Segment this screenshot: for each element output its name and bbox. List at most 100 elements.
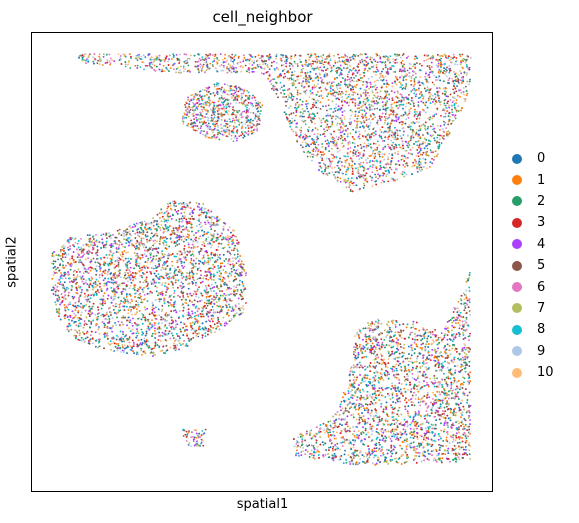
cell-point-cluster-10 (359, 73, 361, 76)
cell-point-cluster-8 (366, 100, 369, 102)
cell-point-cluster-6 (220, 63, 223, 66)
cell-point-cluster-0 (440, 142, 443, 144)
cell-point-cluster-2 (230, 56, 233, 59)
cell-point-cluster-5 (382, 55, 385, 58)
cell-point-cluster-8 (218, 97, 221, 100)
cell-point-cluster-7 (346, 97, 348, 100)
cell-point-cluster-1 (422, 108, 424, 111)
cell-point-cluster-2 (459, 53, 461, 56)
cell-point-cluster-1 (256, 115, 259, 118)
cell-point-cluster-1 (259, 101, 261, 104)
cell-point-cluster-3 (247, 127, 250, 130)
cell-point-cluster-6 (321, 78, 324, 81)
cell-point-cluster-3 (439, 134, 441, 137)
cell-point-cluster-5 (446, 102, 449, 104)
cell-point-cluster-7 (212, 131, 215, 134)
cell-point-cluster-4 (242, 60, 245, 63)
cell-point-cluster-2 (439, 101, 441, 104)
cell-point-cluster-8 (182, 65, 185, 68)
cell-point-cluster-0 (443, 124, 446, 126)
cell-point-cluster-3 (369, 58, 372, 61)
cell-point-cluster-10 (293, 55, 296, 58)
cell-point-cluster-9 (410, 122, 413, 124)
cell-point-cluster-9 (92, 56, 95, 58)
cell-point-cluster-7 (351, 110, 354, 113)
cell-point-cluster-7 (302, 77, 305, 79)
cell-point-cluster-8 (392, 141, 395, 144)
cell-point-cluster-8 (373, 131, 376, 134)
cell-point-cluster-9 (324, 173, 327, 175)
cell-point-cluster-5 (214, 123, 217, 126)
cell-point-cluster-6 (247, 115, 250, 118)
cell-point-cluster-5 (316, 112, 319, 115)
cell-point-cluster-9 (374, 84, 377, 87)
cell-point-cluster-5 (313, 141, 316, 143)
cell-point-cluster-4 (295, 111, 298, 114)
cell-point-cluster-5 (290, 112, 293, 115)
cell-point-cluster-4 (235, 66, 237, 69)
cell-point-cluster-5 (296, 91, 299, 94)
cell-point-cluster-6 (260, 56, 263, 59)
cell-point-cluster-9 (341, 172, 343, 174)
cell-point-cluster-4 (238, 87, 241, 89)
cell-point-cluster-3 (340, 81, 342, 83)
cell-point-cluster-1 (370, 115, 372, 118)
cell-point-cluster-4 (284, 75, 287, 78)
cell-point-cluster-5 (228, 69, 231, 72)
cell-point-cluster-1 (257, 106, 259, 109)
cell-point-cluster-2 (420, 94, 423, 97)
cell-point-cluster-1 (351, 164, 354, 167)
cell-point-cluster-4 (437, 62, 440, 65)
cell-point-cluster-6 (119, 55, 122, 57)
cell-point-cluster-8 (81, 58, 84, 61)
cell-point-cluster-9 (324, 72, 327, 75)
cell-point-cluster-5 (184, 106, 187, 109)
cell-point-cluster-2 (212, 92, 215, 94)
cell-point-cluster-10 (396, 76, 399, 79)
cell-point-cluster-5 (388, 127, 391, 129)
cell-point-cluster-7 (310, 92, 313, 95)
cell-point-cluster-5 (306, 155, 309, 158)
cell-point-cluster-3 (395, 101, 398, 104)
cell-point-cluster-7 (367, 133, 370, 135)
cell-point-cluster-4 (431, 101, 434, 103)
cell-point-cluster-10 (152, 61, 155, 63)
cell-point-cluster-5 (424, 161, 427, 164)
cell-point-cluster-10 (348, 61, 351, 63)
cell-point-cluster-9 (275, 61, 278, 64)
cell-point-cluster-5 (447, 95, 449, 98)
cell-point-cluster-6 (193, 114, 196, 117)
cell-point-cluster-10 (321, 56, 324, 59)
cell-point-cluster-0 (252, 94, 254, 97)
cell-point-cluster-8 (366, 134, 369, 137)
cell-point-cluster-0 (255, 102, 258, 104)
cell-point-cluster-9 (418, 121, 421, 124)
cell-point-cluster-1 (413, 83, 416, 86)
cell-point-cluster-9 (419, 169, 422, 172)
cell-point-cluster-4 (227, 103, 229, 106)
cell-point-cluster-5 (232, 67, 235, 70)
cell-point-cluster-6 (196, 61, 199, 63)
cell-point-cluster-1 (395, 138, 398, 141)
cell-point-cluster-9 (404, 149, 407, 152)
cell-point-cluster-0 (381, 70, 383, 73)
cell-point-cluster-7 (289, 105, 292, 108)
cell-point-cluster-4 (369, 81, 372, 84)
cell-point-cluster-1 (326, 83, 329, 85)
cell-point-cluster-9 (279, 88, 282, 90)
cell-point-cluster-8 (300, 68, 303, 71)
scatter-plot (50, 53, 472, 466)
cell-point-cluster-9 (351, 93, 353, 96)
cell-point-cluster-2 (332, 111, 335, 114)
cell-point-cluster-6 (359, 153, 361, 155)
cell-point-cluster-1 (188, 69, 190, 72)
cell-point-cluster-2 (285, 56, 287, 59)
cell-point-cluster-1 (208, 101, 211, 104)
cell-point-cluster-0 (429, 161, 432, 164)
cell-point-cluster-5 (457, 78, 460, 81)
cell-point-cluster-3 (391, 99, 394, 102)
cell-point-cluster-2 (381, 61, 384, 64)
cell-point-cluster-5 (389, 166, 391, 169)
cell-point-cluster-3 (336, 69, 339, 72)
cell-point-cluster-6 (222, 107, 225, 110)
